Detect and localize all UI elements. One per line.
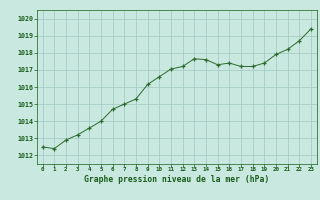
X-axis label: Graphe pression niveau de la mer (hPa): Graphe pression niveau de la mer (hPa): [84, 175, 269, 184]
